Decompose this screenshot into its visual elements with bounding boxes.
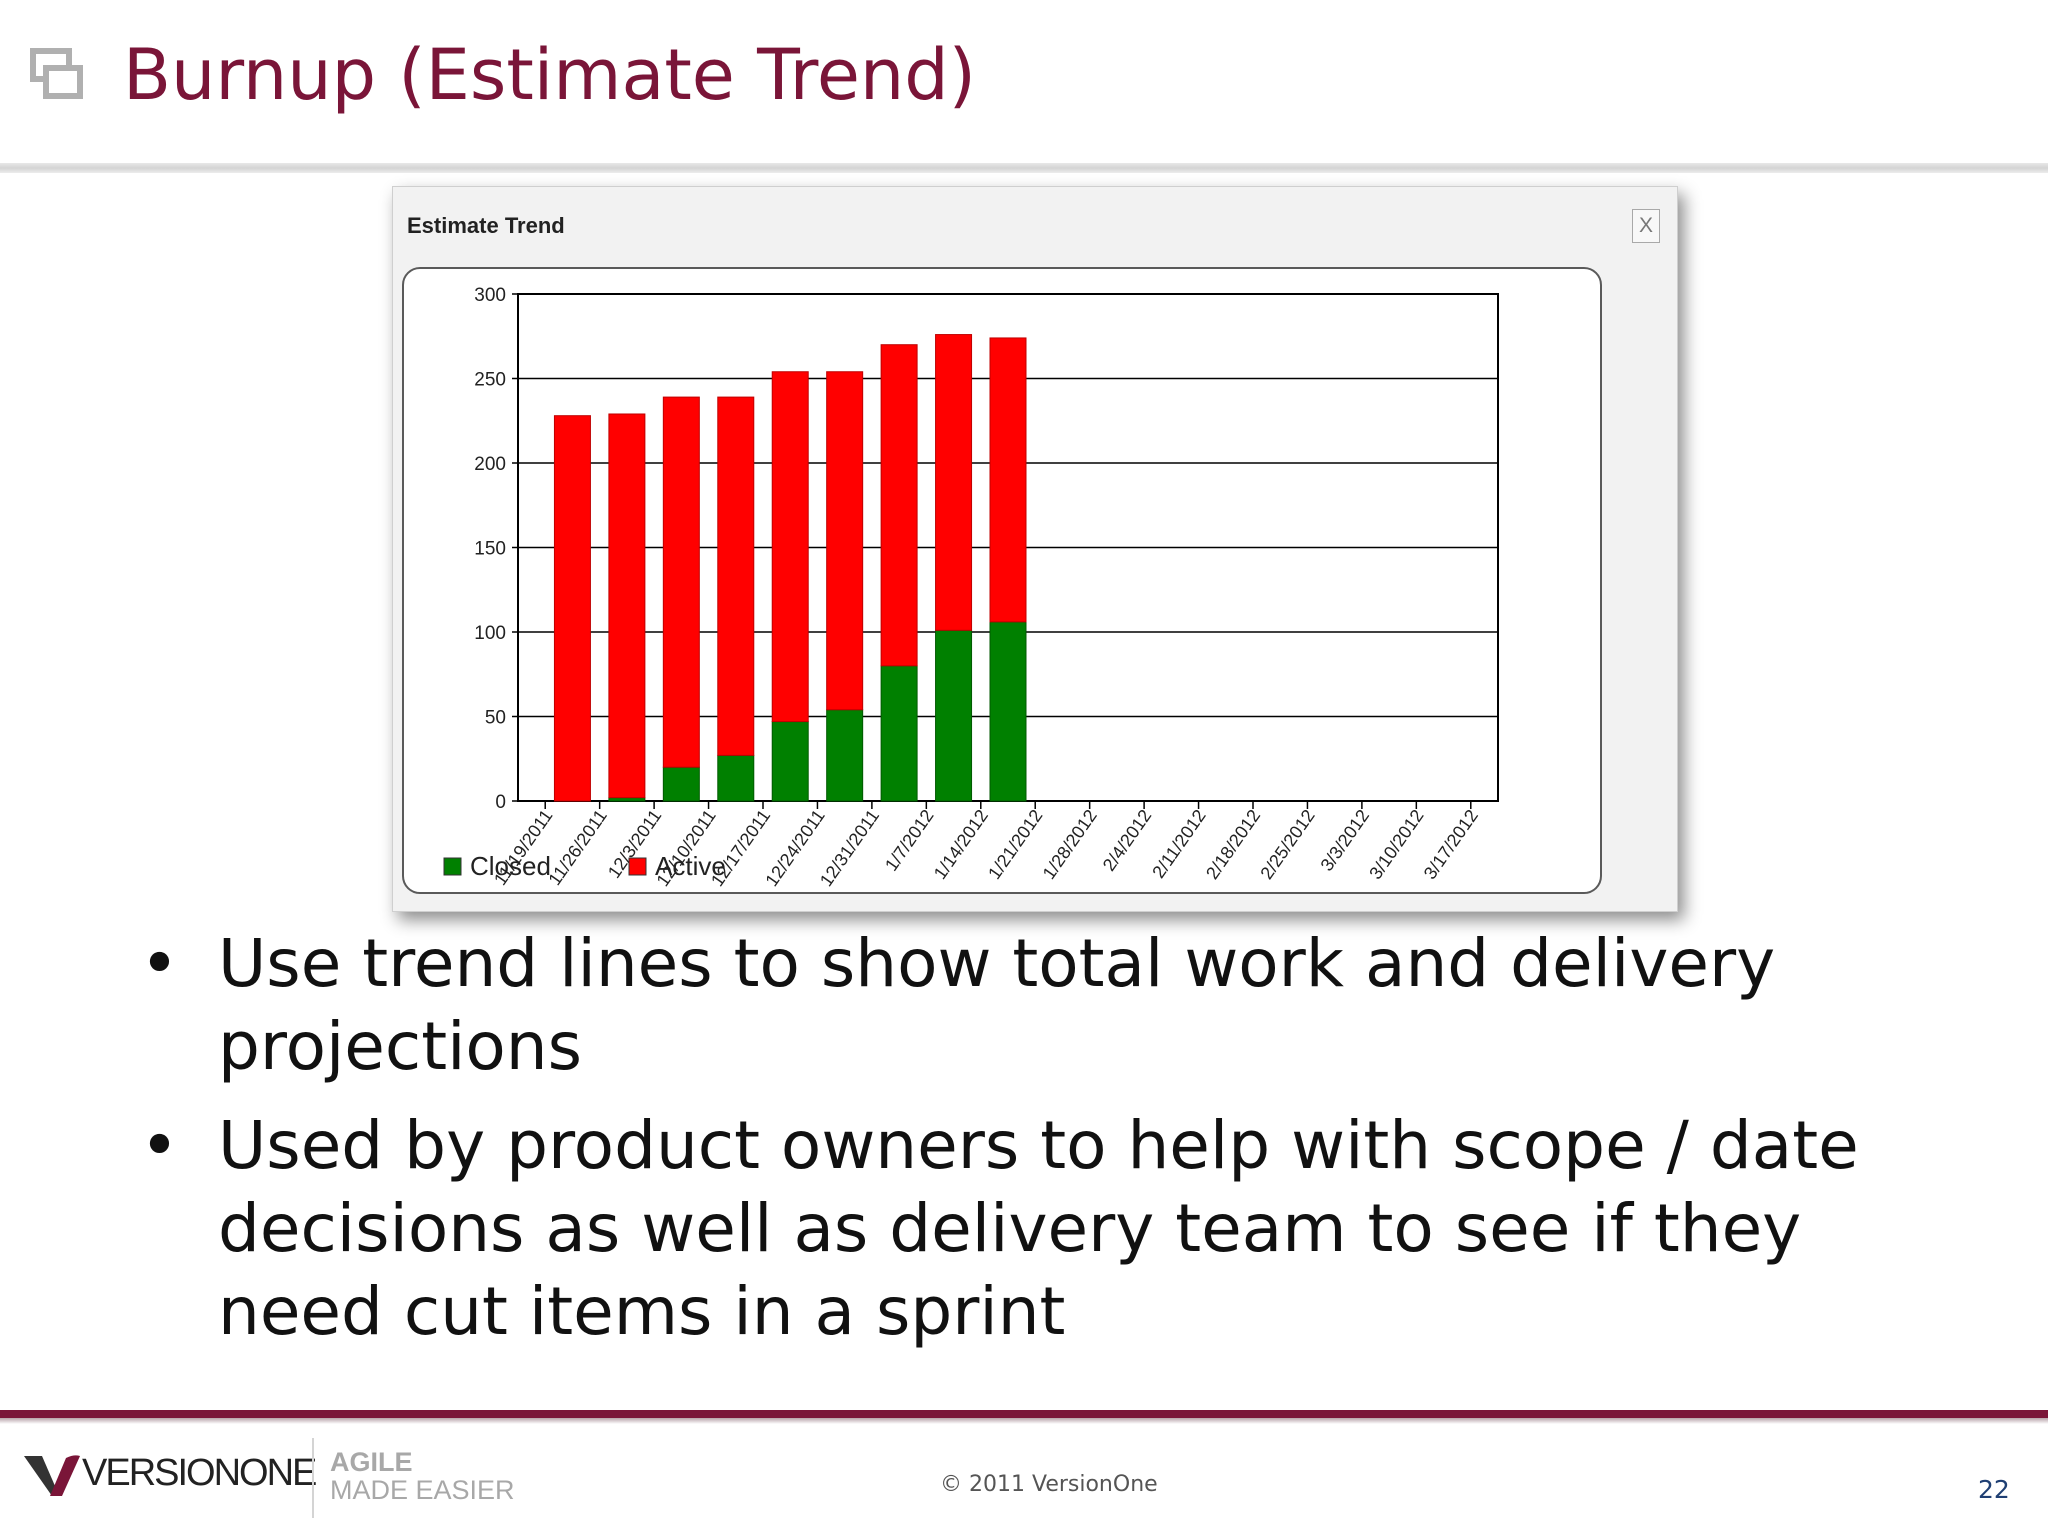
versionone-v-icon [24,1455,80,1496]
y-tick-label: 150 [474,539,506,560]
title-divider [0,163,2048,173]
footer-divider-shadow [0,1418,2048,1424]
bar-closed [717,754,755,802]
footer-divider [0,1410,2048,1418]
bar-active [880,344,918,667]
y-tick-label: 250 [474,370,506,391]
windows-stack-icon [30,48,83,99]
bar-closed [662,766,700,802]
legend-swatch [443,857,462,876]
bar-closed [826,709,864,802]
bullet-text: Use trend lines to show total work and d… [218,925,1776,1085]
close-button[interactable]: X [1632,209,1660,243]
tagline-line2: MADE EASIER [330,1475,515,1505]
x-tick-label: 2/18/2012 [1202,806,1264,883]
legend-label: Closed [470,851,551,881]
y-tick-label: 200 [474,454,506,475]
copyright: © 2011 VersionOne [940,1472,1158,1497]
company-logo-text: VERSIONONE [82,1452,317,1494]
bar-closed [989,621,1027,802]
page-number: 22 [1978,1475,2010,1504]
logo-divider [312,1438,314,1518]
legend-label: Active [655,851,726,881]
y-tick-label: 100 [474,623,506,644]
x-tick-label: 3/10/2012 [1365,806,1427,883]
x-tick-label: 2/4/2012 [1099,806,1156,875]
bar-active [771,371,809,723]
slide-title: Burnup (Estimate Trend) [123,34,976,116]
y-tick-label: 50 [485,708,506,729]
bar-active [826,371,864,711]
x-tick-label: 3/3/2012 [1317,806,1374,875]
bar-closed [771,721,809,802]
bullet-item: • Use trend lines to show total work and… [140,922,1970,1088]
bullet-dot: • [140,1107,179,1184]
x-tick-label: 1/28/2012 [1039,806,1101,883]
bar-active [935,334,973,631]
y-tick-label: 300 [474,285,506,306]
chart-frame: 0 50 100 150 200 250 300 11/19/2011 11/26/2011 12… [402,267,1602,894]
bar-closed [608,797,646,802]
bar-active [662,396,700,768]
estimate-trend-chart: 05010015020025030011/19/201111/26/201112… [443,285,1499,890]
bar-closed [880,665,918,802]
legend-swatch [628,857,647,876]
x-tick-label: 1/7/2012 [881,806,938,875]
bar-active [717,396,755,756]
bar-active [553,415,591,802]
x-tick-label: 2/11/2012 [1148,806,1210,882]
widget-title: Estimate Trend [407,213,565,238]
bullet-text: Used by product owners to help with scop… [218,1107,1859,1350]
x-tick-label: 2/25/2012 [1256,806,1318,883]
bullet-dot: • [140,925,179,1002]
x-tick-label: 1/21/2012 [984,806,1046,883]
y-tick-label: 0 [495,792,506,813]
bullet-list: • Use trend lines to show total work and… [140,922,1970,1369]
bar-active [608,413,646,799]
bar-closed [935,629,973,802]
x-tick-label: 3/17/2012 [1420,806,1482,883]
estimate-trend-widget: Estimate Trend X 0 50 100 150 200 250 300 11/19… [392,186,1678,912]
bullet-item: • Used by product owners to help with sc… [140,1104,1970,1353]
tagline: AGILE MADE EASIER [330,1448,515,1504]
bar-active [989,337,1027,623]
x-tick-label: 1/14/2012 [930,806,992,883]
tagline-line1: AGILE [330,1447,413,1477]
